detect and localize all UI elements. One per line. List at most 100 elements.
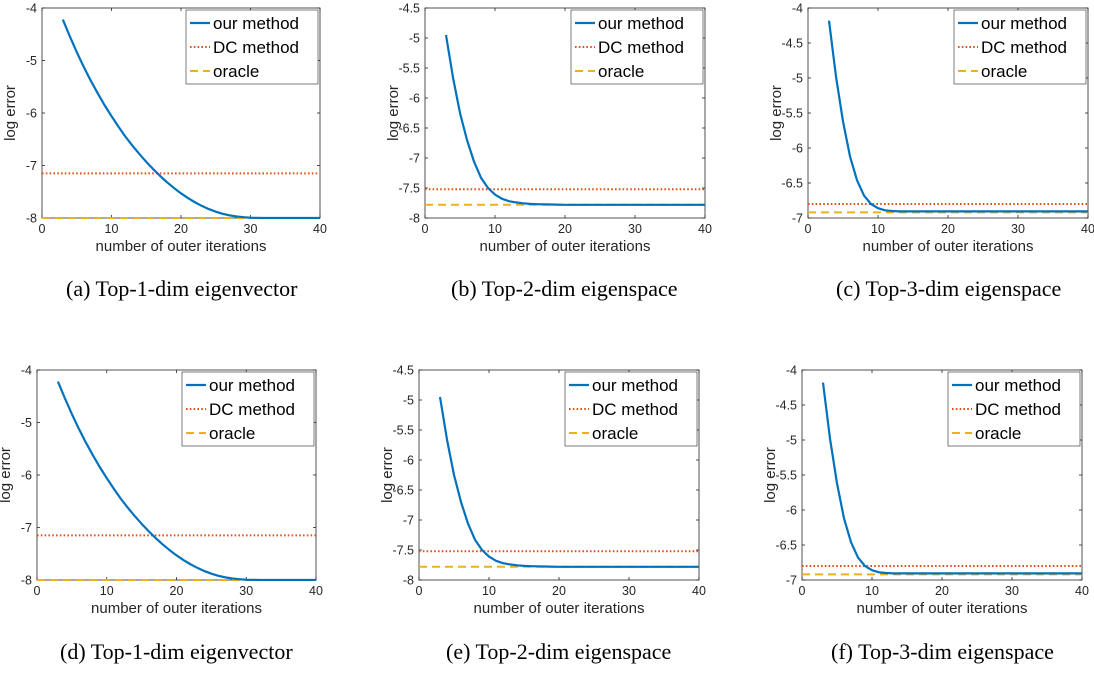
- x-tick-label: 40: [309, 584, 323, 598]
- x-tick-label: 20: [170, 584, 184, 598]
- x-tick-label: 40: [692, 584, 706, 598]
- x-tick-label: 10: [105, 222, 119, 236]
- y-tick-label: -4.5: [781, 37, 803, 51]
- series-line-solid: [61, 19, 320, 219]
- x-tick-label: 30: [239, 584, 253, 598]
- caption-d: (d) Top-1-dim eigenvector: [60, 639, 293, 664]
- x-axis-label: number of outer iterations: [863, 238, 1034, 255]
- chart-f: 0 10 20 30 40 -4 -4.5 -5 -5.5 -6 -6.5 -7 number of o…: [762, 364, 1089, 618]
- series-line-solid: [438, 396, 699, 568]
- legend-label: our method: [209, 376, 295, 395]
- series-group: [425, 34, 705, 206]
- x-tick-label: 40: [1075, 584, 1089, 598]
- legend-label: DC method: [213, 38, 299, 57]
- x-tick-label: 10: [100, 584, 114, 598]
- y-tick-label: -6.5: [775, 539, 797, 553]
- caption-c: (c) Top-3-dim eigenspace: [836, 276, 1062, 301]
- legend-label: oracle: [213, 62, 259, 81]
- y-tick-label: -6: [786, 504, 797, 518]
- y-tick-label: -4: [792, 2, 803, 16]
- y-tick-label: -4: [26, 2, 37, 16]
- caption-b: (b) Top-2-dim eigenspace: [451, 276, 678, 301]
- legend-label: oracle: [981, 62, 1027, 81]
- x-tick-label: 10: [871, 222, 885, 236]
- y-tick-label: -6: [26, 107, 37, 121]
- legend-label: DC method: [592, 400, 678, 419]
- caption-f: (f) Top-3-dim eigenspace: [831, 639, 1054, 664]
- series-group: [37, 381, 316, 581]
- x-tick-label: 20: [174, 222, 188, 236]
- caption-a: (a) Top-1-dim eigenvector: [66, 276, 298, 301]
- y-tick-label: -5: [792, 72, 803, 86]
- x-tick-label: 10: [488, 222, 502, 236]
- x-tick-label: 30: [244, 222, 258, 236]
- series-group: [42, 19, 320, 219]
- y-axis-label: log error: [2, 85, 19, 141]
- caption-e: (e) Top-2-dim eigenspace: [446, 639, 672, 664]
- legend-label: our method: [981, 14, 1067, 33]
- y-tick-label: -4.5: [775, 399, 797, 413]
- x-tick-label: 30: [1011, 222, 1025, 236]
- x-tick-label: 0: [416, 584, 423, 598]
- legend-label: our method: [975, 376, 1061, 395]
- legend-label: our method: [598, 14, 684, 33]
- legend-label: oracle: [592, 424, 638, 443]
- y-tick-label: -7: [403, 514, 414, 528]
- y-tick-label: -6: [21, 469, 32, 483]
- series-group: [419, 396, 699, 568]
- x-axis-label: number of outer iterations: [96, 238, 267, 255]
- legend-label: our method: [592, 376, 678, 395]
- y-axis-label: log error: [0, 447, 14, 503]
- y-tick-label: -7: [786, 574, 797, 588]
- y-tick-label: -6.5: [392, 484, 414, 498]
- series-group: [808, 20, 1088, 214]
- y-tick-label: -4: [21, 364, 32, 378]
- x-axis-label: number of outer iterations: [480, 238, 651, 255]
- series-line-solid: [444, 34, 705, 206]
- legend-label: DC method: [975, 400, 1061, 419]
- y-tick-label: -7: [409, 152, 420, 166]
- x-tick-label: 20: [552, 584, 566, 598]
- legend-label: oracle: [975, 424, 1021, 443]
- y-tick-label: -4.5: [392, 364, 414, 378]
- legend-label: oracle: [598, 62, 644, 81]
- y-tick-label: -6: [409, 92, 420, 106]
- chart-e: 0 10 20 30 40 -4.5 -5 -5.5 -6 -6.5 -7 -7.5 -8 number …: [379, 364, 706, 618]
- y-tick-label: -8: [409, 212, 420, 226]
- x-tick-label: 40: [1081, 222, 1094, 236]
- series-group: [802, 382, 1082, 576]
- y-tick-label: -7.5: [392, 544, 414, 558]
- y-tick-label: -6: [403, 454, 414, 468]
- y-tick-label: -6.5: [398, 122, 420, 136]
- y-tick-label: -5.5: [781, 107, 803, 121]
- legend-label: DC method: [981, 38, 1067, 57]
- y-tick-label: -6: [792, 142, 803, 156]
- y-tick-label: -7.5: [398, 182, 420, 196]
- y-tick-label: -8: [403, 574, 414, 588]
- y-axis-label: log error: [762, 447, 779, 503]
- x-tick-label: 20: [558, 222, 572, 236]
- x-tick-label: 0: [34, 584, 41, 598]
- x-axis-label: number of outer iterations: [474, 600, 645, 617]
- y-tick-label: -5.5: [398, 62, 420, 76]
- y-tick-label: -5: [403, 394, 414, 408]
- chart-d: 0 10 20 30 40 -4 -5 -6 -7 -8 number of outer itera…: [0, 364, 323, 618]
- x-tick-label: 30: [622, 584, 636, 598]
- y-axis-label: log error: [385, 85, 402, 141]
- legend-label: DC method: [209, 400, 295, 419]
- y-tick-label: -5: [26, 54, 37, 68]
- y-axis-label: log error: [768, 85, 785, 141]
- x-tick-label: 10: [482, 584, 496, 598]
- x-tick-label: 0: [805, 222, 812, 236]
- series-line-solid: [56, 381, 316, 581]
- y-tick-label: -5: [21, 416, 32, 430]
- x-tick-label: 40: [698, 222, 712, 236]
- legend-label: our method: [213, 14, 299, 33]
- x-tick-label: 30: [628, 222, 642, 236]
- y-tick-label: -8: [26, 212, 37, 226]
- y-tick-label: -4.5: [398, 2, 420, 16]
- y-tick-label: -5: [786, 434, 797, 448]
- chart-b: 0 10 20 30 40 -4.5 -5 -5.5 -6 -6.5 -7 -7.5 -8 number …: [385, 2, 712, 256]
- y-tick-label: -5.5: [392, 424, 414, 438]
- x-tick-label: 20: [941, 222, 955, 236]
